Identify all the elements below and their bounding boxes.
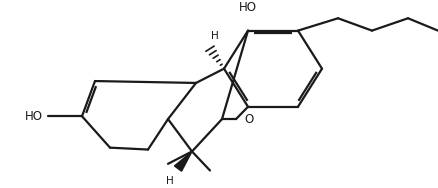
Text: H: H: [211, 31, 219, 41]
Text: HO: HO: [239, 2, 257, 14]
Text: H: H: [166, 176, 174, 186]
Text: HO: HO: [25, 110, 43, 123]
Polygon shape: [174, 152, 192, 171]
Text: O: O: [244, 113, 253, 126]
